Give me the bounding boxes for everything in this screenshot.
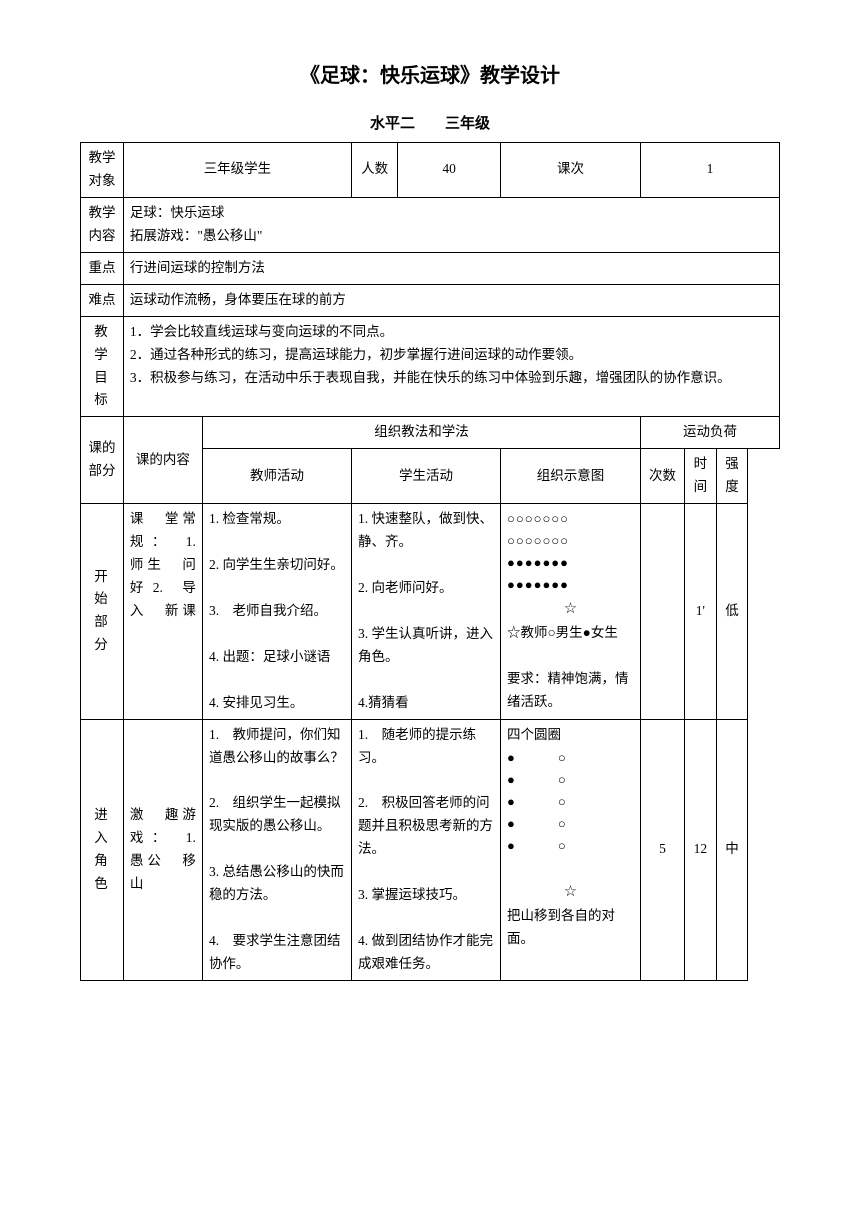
col-time: 时间 [685,449,717,504]
value-difficulty: 运球动作流畅，身体要压在球的前方 [123,284,779,316]
r1-time: 1' [685,504,717,719]
lesson-plan-table: 教学对象 三年级学生 人数 40 课次 1 教学内容 足球：快乐运球 拓展游戏：… [80,142,780,981]
difficulty-row: 难点 运球动作流畅，身体要压在球的前方 [81,284,780,316]
diagram2-l2: ● ○ [507,769,634,791]
col-teacher: 教师活动 [202,449,351,504]
diagram-title-2: 四个圆圈 [507,724,634,747]
label-content: 教学内容 [81,197,124,252]
section-start-row: 开始部分 课 堂常规： 1. 师生 问好 2. 导入 新课 1. 检查常规。 2… [81,504,780,719]
col-times: 次数 [641,449,685,504]
content-line1: 足球：快乐运球 [130,202,773,225]
page-title: 《足球：快乐运球》教学设计 [80,60,780,92]
goals-row: 教学目标 1．学会比较直线运球与变向运球的不同点。 2．通过各种形式的练习，提高… [81,316,780,417]
r2-intensity: 中 [716,719,748,980]
r2-content: 激 趣游戏： 1. 愚公 移山 [123,719,202,980]
r2-student: 1. 随老师的提示练习。 2. 积极回答老师的问题并且积极思考新的方法。 3. … [351,719,500,980]
r1-times [641,504,685,719]
diagram-requirement-1: 要求：精神饱满，情绪活跃。 [507,668,634,714]
diagram-circles-2: ○○○○○○○ [507,530,634,552]
section-role-row: 进入角色 激 趣游戏： 1. 愚公 移山 1. 教师提问，你们知道愚公移山的故事… [81,719,780,980]
goal-2: 2．通过各种形式的练习，提高运球能力，初步掌握行进间运球的动作要领。 [130,344,773,367]
r2-teacher: 1. 教师提问，你们知道愚公移山的故事么？ 2. 组织学生一起模拟现实版的愚公移… [202,719,351,980]
col-content: 课的内容 [123,417,202,504]
label-difficulty: 难点 [81,284,124,316]
r2-part: 进入角色 [81,719,124,980]
diagram2-l4: ● ○ [507,813,634,835]
diagram-circles-1: ○○○○○○○ [507,508,634,530]
diagram-legend: ☆教师○男生●女生 [507,622,634,645]
label-goals: 教学目标 [81,316,124,417]
col-part: 课的部分 [81,417,124,504]
r1-diagram: ○○○○○○○ ○○○○○○○ ●●●●●●● ●●●●●●● ☆ ☆教师○男生… [501,504,641,719]
diagram2-l3: ● ○ [507,791,634,813]
goal-3: 3．积极参与练习，在活动中乐于表现自我，并能在快乐的练习中体验到乐趣，增强团队的… [130,367,773,390]
keypoint-row: 重点 行进间运球的控制方法 [81,252,780,284]
diagram-star-1: ☆ [507,597,634,623]
col-intensity: 强度 [716,449,748,504]
col-student: 学生活动 [351,449,500,504]
r2-time: 12 [685,719,717,980]
value-keypoint: 行进间运球的控制方法 [123,252,779,284]
diagram-star-2: ☆ [507,880,634,906]
col-load: 运动负荷 [641,417,780,449]
col-methods: 组织教法和学法 [202,417,640,449]
diagram-circles-3: ●●●●●●● [507,552,634,574]
label-count: 人数 [351,143,397,198]
r1-part: 开始部分 [81,504,124,719]
r1-intensity: 低 [716,504,748,719]
goal-1: 1．学会比较直线运球与变向运球的不同点。 [130,321,773,344]
r1-teacher: 1. 检查常规。 2. 向学生生亲切问好。 3. 老师自我介绍。 4. 出题：足… [202,504,351,719]
label-subject: 教学对象 [81,143,124,198]
label-keypoint: 重点 [81,252,124,284]
diagram-circles-4: ●●●●●●● [507,574,634,596]
value-content: 足球：快乐运球 拓展游戏："愚公移山" [123,197,779,252]
r1-student: 1. 快速整队，做到快、静、齐。 2. 向老师问好。 3. 学生认真听讲，进入角… [351,504,500,719]
r1-content: 课 堂常规： 1. 师生 问好 2. 导入 新课 [123,504,202,719]
r2-times: 5 [641,719,685,980]
page-subtitle: 水平二 三年级 [80,112,780,136]
diagram2-l1: ● ○ [507,747,634,769]
value-subject: 三年级学生 [123,143,351,198]
value-goals: 1．学会比较直线运球与变向运球的不同点。 2．通过各种形式的练习，提高运球能力，… [123,316,779,417]
content-row: 教学内容 足球：快乐运球 拓展游戏："愚公移山" [81,197,780,252]
content-line2: 拓展游戏："愚公移山" [130,225,773,248]
diagram2-l5: ● ○ [507,835,634,857]
r2-diagram: 四个圆圈 ● ○ ● ○ ● ○ ● ○ ● ○ ☆ 把山移到各自的对面。 [501,719,641,980]
column-header-row-1: 课的部分 课的内容 组织教法和学法 运动负荷 [81,417,780,449]
col-diagram: 组织示意图 [501,449,641,504]
header-row: 教学对象 三年级学生 人数 40 课次 1 [81,143,780,198]
label-session: 课次 [501,143,641,198]
value-count: 40 [398,143,501,198]
value-session: 1 [641,143,780,198]
diagram-requirement-2: 把山移到各自的对面。 [507,905,634,951]
